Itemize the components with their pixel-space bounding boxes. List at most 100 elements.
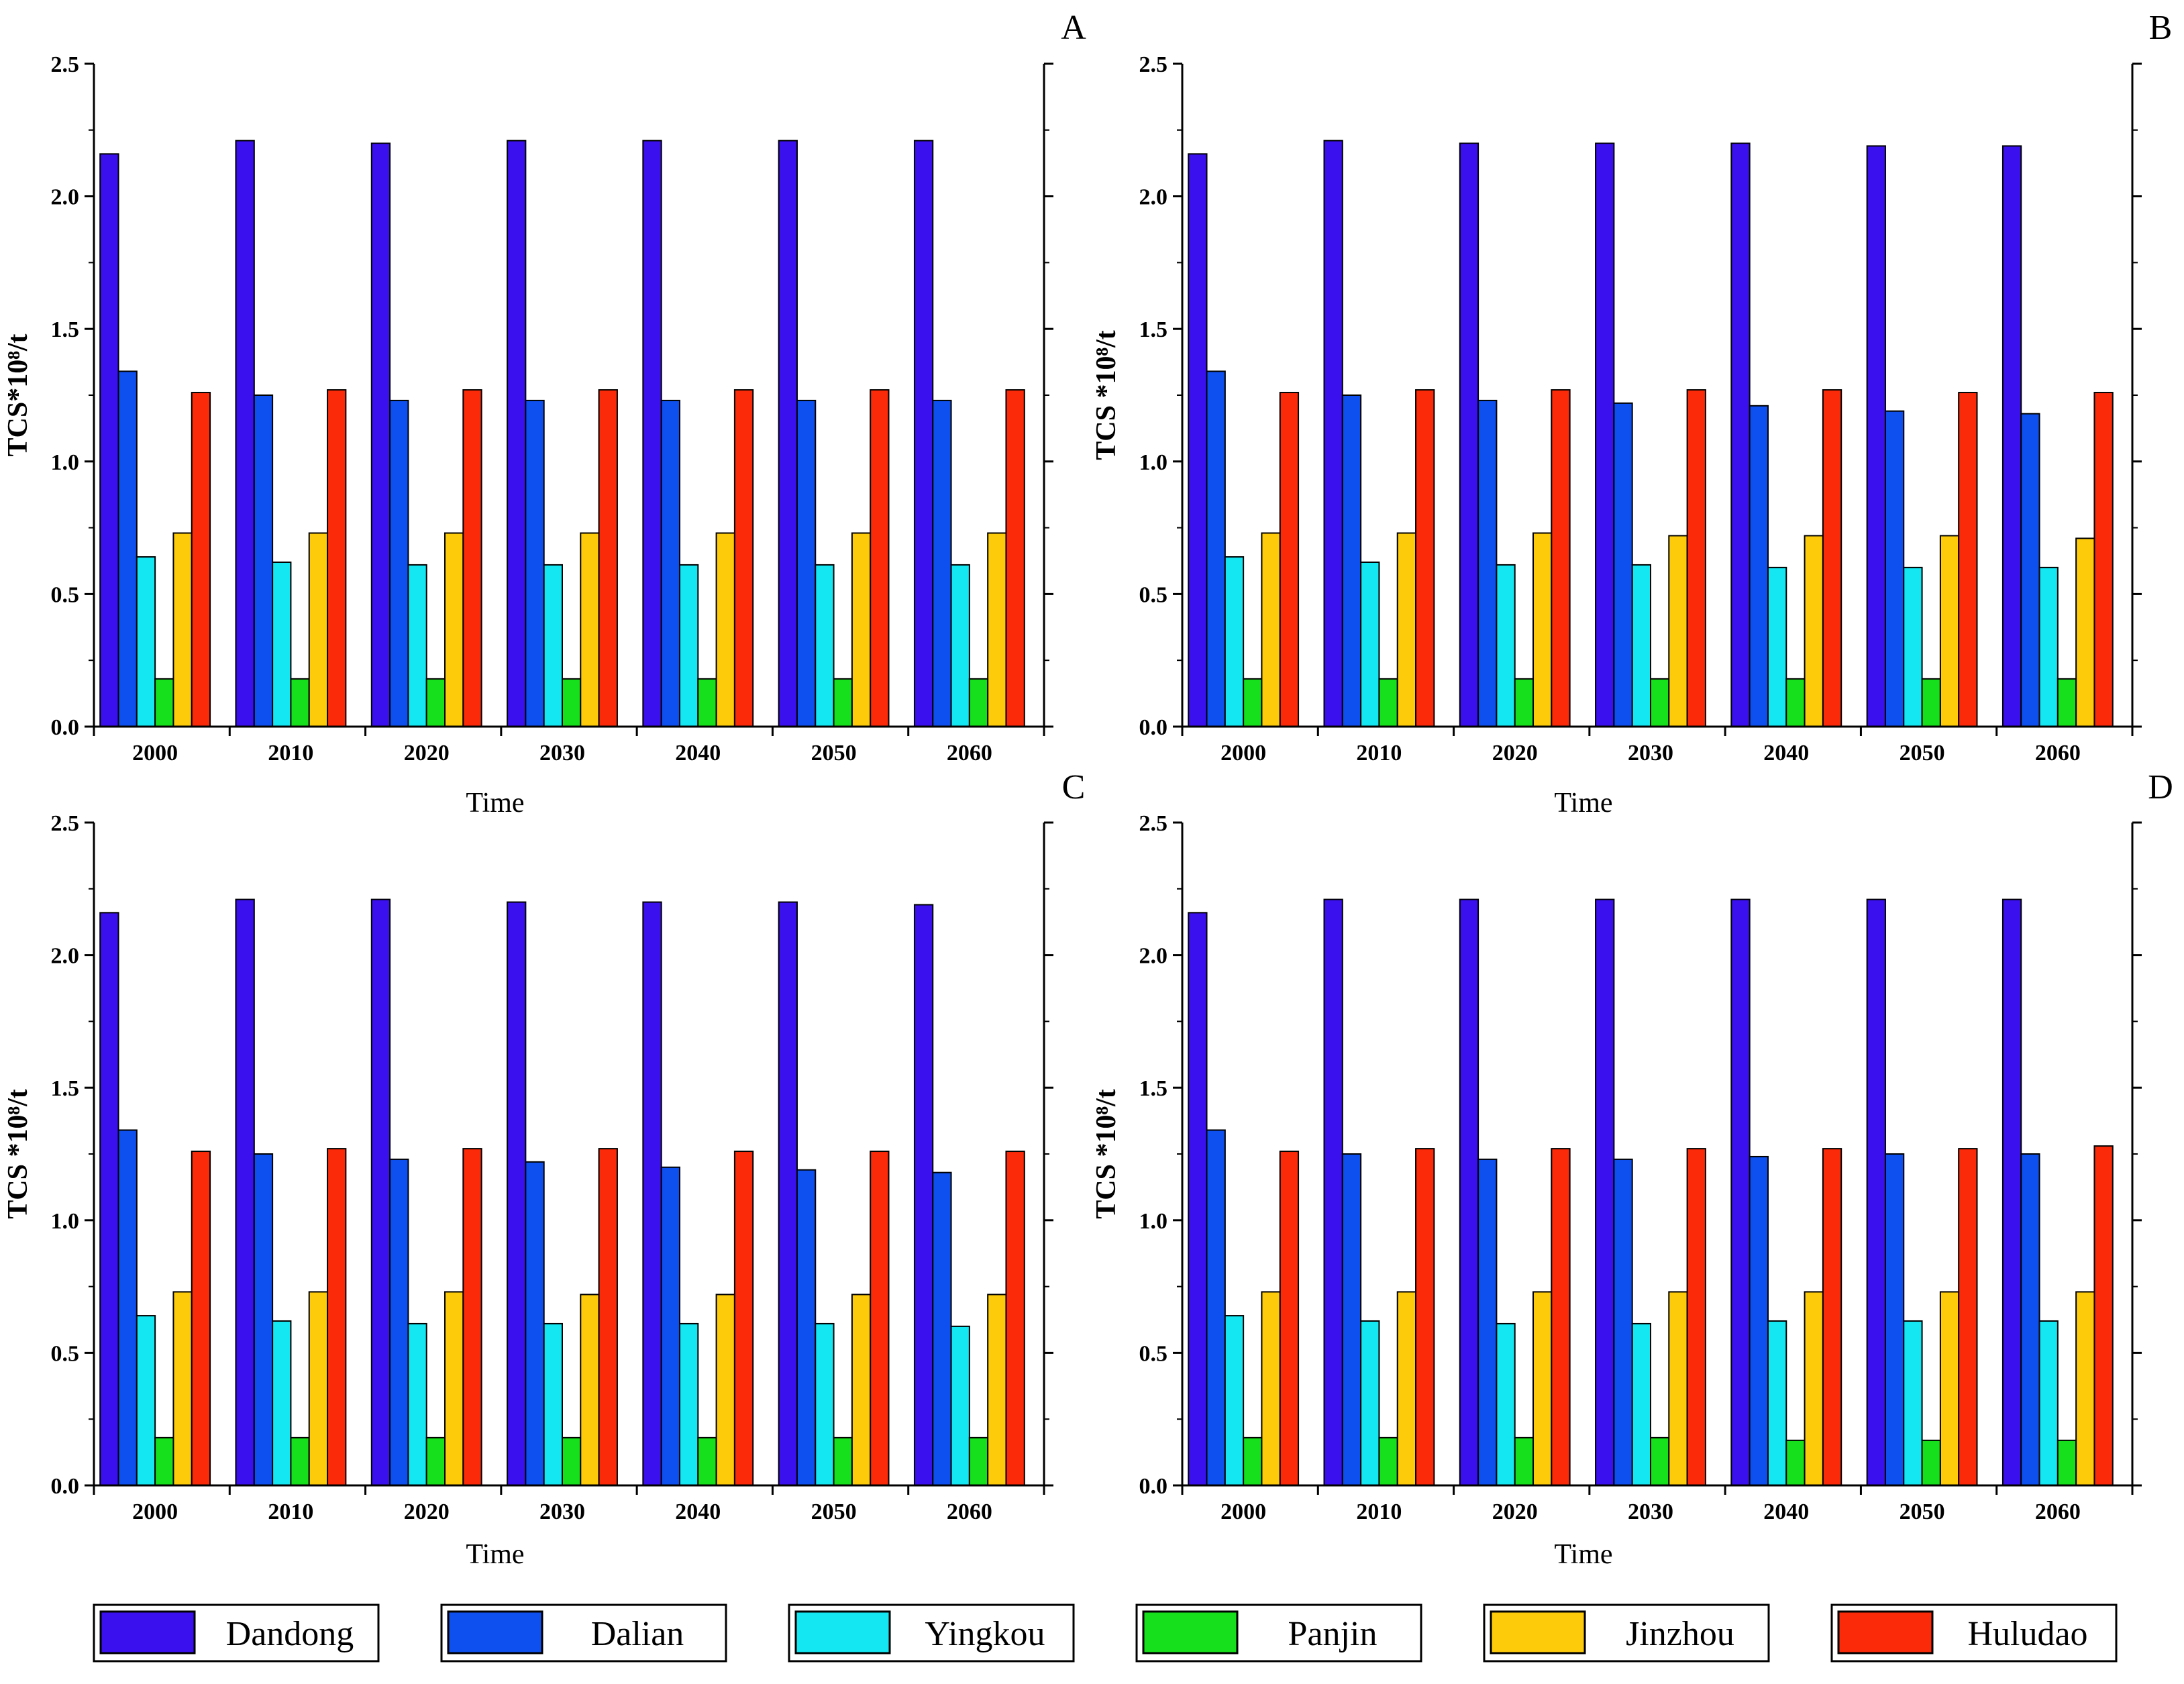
x-axis-title: Time — [1554, 788, 1612, 819]
bar-yingkou-2040 — [1767, 1320, 1787, 1486]
x-tick-label: 2020 — [404, 741, 450, 766]
chart-panel-c: 0.0 0.5 1.0 1.5 2.0 2.5 2000 2010 2020 2030 2040 20… — [3, 768, 1085, 1570]
bar-yingkou-2000 — [136, 1315, 156, 1486]
series-huludao — [191, 1148, 1025, 1487]
bar-jinzhou-2030 — [1668, 1291, 1688, 1486]
legend: Dandong Dalian Yingkou Panjin Jinzhou Huludao — [93, 1603, 2118, 1663]
bar-dandong-2000 — [99, 912, 119, 1486]
series-jinzhou — [1261, 532, 2095, 728]
x-tick-label: 2000 — [132, 741, 178, 766]
bar-yingkou-2030 — [1631, 564, 1651, 727]
bar-dalian-2020 — [1477, 1158, 1498, 1487]
series-yingkou — [136, 1315, 970, 1487]
y-tick-label: 1.0 — [1139, 1209, 1168, 1234]
x-tick-label: 2030 — [539, 1499, 585, 1524]
bar-panjin-2030 — [562, 678, 582, 727]
bar-panjin-2020 — [1514, 1436, 1535, 1487]
bar-dandong-2050 — [778, 901, 798, 1487]
legend-label: Yingkou — [925, 1615, 1045, 1653]
bar-huludao-2050 — [870, 389, 890, 727]
bar-huludao-2000 — [191, 392, 211, 727]
x-tick-label: 2000 — [1220, 1499, 1266, 1524]
legend-label: Jinzhou — [1626, 1615, 1734, 1653]
panel-letter: B — [2149, 9, 2173, 47]
bar-jinzhou-2030 — [580, 1294, 600, 1486]
bar-yingkou-2050 — [815, 564, 835, 727]
bar-jinzhou-2030 — [1668, 535, 1688, 728]
panel-letter: A — [1061, 9, 1086, 47]
bar-huludao-2030 — [598, 389, 618, 727]
legend-swatch — [447, 1610, 543, 1654]
bar-dandong-2010 — [1323, 140, 1343, 728]
bar-dandong-2000 — [1188, 912, 1208, 1486]
bar-dandong-2030 — [507, 140, 527, 728]
bar-huludao-2060 — [2093, 1145, 2114, 1486]
bar-yingkou-2040 — [678, 564, 699, 727]
bar-huludao-2060 — [1005, 389, 1025, 727]
bar-panjin-2020 — [425, 1436, 446, 1487]
series-dandong — [1188, 898, 2022, 1486]
x-tick-label: 2060 — [947, 1499, 992, 1524]
legend-swatch — [1837, 1610, 1934, 1654]
bar-dandong-2010 — [235, 140, 255, 728]
x-tick-label: 2050 — [811, 741, 857, 766]
bar-huludao-2010 — [1415, 389, 1435, 727]
bar-yingkou-2060 — [2038, 566, 2059, 727]
bar-panjin-2050 — [1921, 1439, 1941, 1487]
bar-huludao-2020 — [1551, 389, 1571, 727]
x-tick-label: 2020 — [1492, 1499, 1538, 1524]
legend-item-dandong: Dandong — [93, 1603, 380, 1663]
x-tick-label: 2030 — [539, 741, 585, 766]
bar-dalian-2030 — [1613, 402, 1633, 727]
series-yingkou — [1224, 1315, 2059, 1487]
bar-panjin-2060 — [2057, 678, 2077, 727]
bar-dandong-2040 — [1730, 898, 1751, 1486]
bar-yingkou-2010 — [1360, 1320, 1380, 1486]
bar-dandong-2020 — [1459, 898, 1479, 1486]
bar-jinzhou-2000 — [172, 1291, 193, 1486]
bar-dalian-2020 — [1477, 399, 1498, 728]
bar-dalian-2050 — [1884, 1153, 1905, 1486]
bar-dandong-2010 — [1323, 898, 1343, 1486]
x-tick-label: 2050 — [1900, 1499, 1945, 1524]
x-tick-label: 2050 — [811, 1499, 857, 1524]
bar-dandong-2060 — [2001, 145, 2022, 727]
legend-swatch — [1142, 1610, 1239, 1654]
x-tick-label: 2010 — [268, 1499, 313, 1524]
bar-panjin-2000 — [154, 678, 174, 727]
bar-huludao-2030 — [1686, 389, 1706, 727]
bar-panjin-2040 — [1785, 1439, 1806, 1487]
series-dalian — [117, 1129, 952, 1487]
bar-huludao-2030 — [598, 1148, 618, 1486]
x-tick-label: 2010 — [1356, 1499, 1402, 1524]
bar-jinzhou-2040 — [715, 1294, 735, 1486]
bar-huludao-2030 — [1686, 1148, 1706, 1486]
x-tick-label: 2060 — [947, 741, 992, 766]
x-tick-label: 2000 — [132, 1499, 178, 1524]
bar-dandong-2060 — [913, 904, 934, 1486]
bar-panjin-2030 — [1650, 1436, 1670, 1487]
bar-dandong-2010 — [235, 898, 255, 1486]
bar-panjin-2060 — [2057, 1439, 2077, 1487]
bar-dalian-2020 — [389, 399, 409, 728]
bar-panjin-2040 — [1785, 678, 1806, 727]
y-tick-label: 1.0 — [51, 1209, 80, 1234]
bar-yingkou-2060 — [2038, 1320, 2059, 1486]
bar-dalian-2050 — [1884, 410, 1905, 728]
x-tick-label: 2000 — [1220, 741, 1266, 766]
bar-panjin-2000 — [1243, 678, 1263, 727]
y-tick-label: 2.5 — [1139, 52, 1168, 77]
bar-yingkou-2050 — [1903, 1320, 1923, 1486]
y-tick-label: 0.5 — [1139, 1341, 1168, 1366]
panel-letter: C — [1062, 768, 1086, 806]
bar-dalian-2010 — [253, 1153, 274, 1486]
bar-jinzhou-2020 — [1532, 532, 1553, 727]
legend-label: Dandong — [226, 1615, 354, 1653]
series-huludao — [1279, 389, 2114, 727]
bar-panjin-2030 — [1650, 678, 1670, 727]
bar-jinzhou-2020 — [444, 1291, 464, 1486]
x-axis-title: Time — [466, 788, 524, 819]
bar-yingkou-2040 — [1767, 566, 1787, 727]
bar-jinzhou-2050 — [1939, 535, 1960, 728]
bar-panjin-2050 — [1921, 678, 1941, 727]
